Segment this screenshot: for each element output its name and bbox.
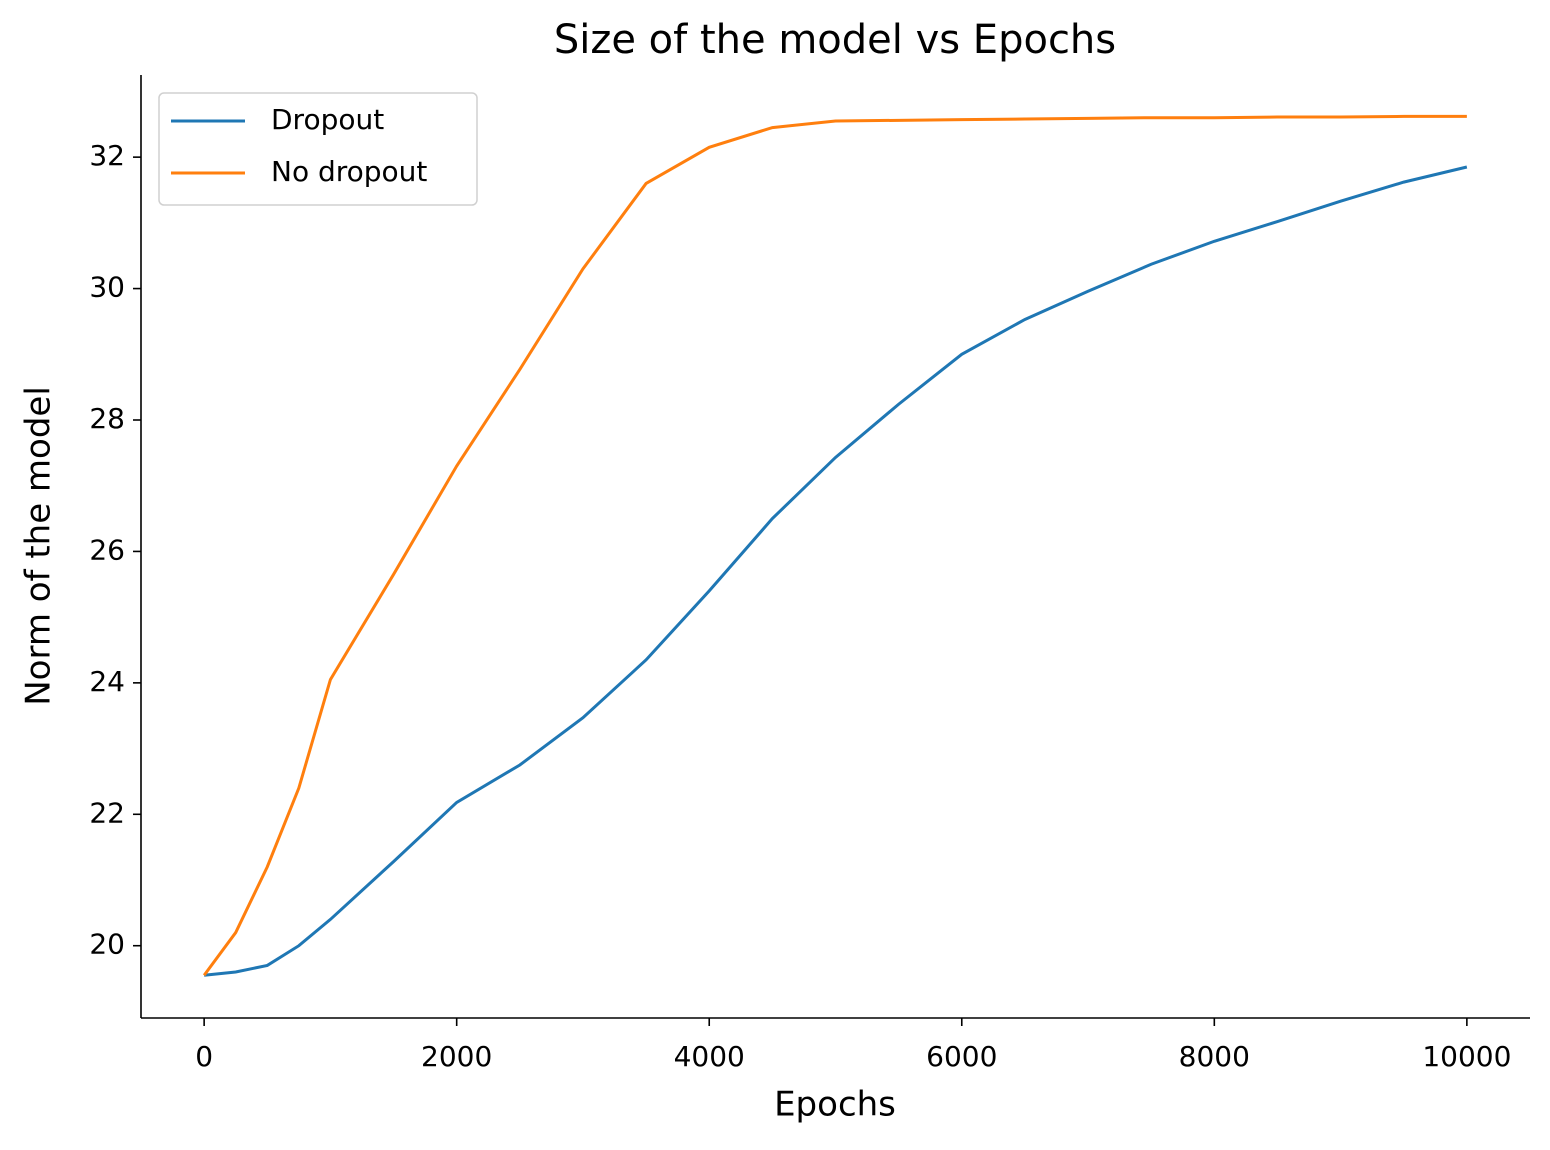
y-tick-label: 30 bbox=[89, 271, 125, 304]
line-series bbox=[203, 165, 1468, 977]
y-tick-label: 22 bbox=[89, 796, 125, 829]
chart-title: Size of the model vs Epochs bbox=[554, 17, 1116, 63]
y-tick-label: 26 bbox=[89, 533, 125, 566]
x-tick-label: 0 bbox=[195, 1040, 213, 1073]
x-tick-label: 8000 bbox=[1179, 1040, 1250, 1073]
x-axis-label: Epochs bbox=[774, 1085, 896, 1125]
x-tick-label: 6000 bbox=[926, 1040, 997, 1073]
y-tick-label: 24 bbox=[89, 665, 125, 698]
legend-label: Dropout bbox=[271, 103, 384, 136]
line-series bbox=[202, 114, 1467, 977]
x-tick-label: 4000 bbox=[674, 1040, 745, 1073]
y-tick-label: 20 bbox=[89, 928, 125, 961]
y-axis-label: Norm of the model bbox=[19, 386, 59, 706]
y-tick-label: 28 bbox=[89, 402, 125, 435]
x-tick-label: 10000 bbox=[1422, 1040, 1511, 1073]
legend-label: No dropout bbox=[271, 155, 427, 188]
x-tick-label: 2000 bbox=[421, 1040, 492, 1073]
y-tick-label: 32 bbox=[89, 139, 125, 172]
